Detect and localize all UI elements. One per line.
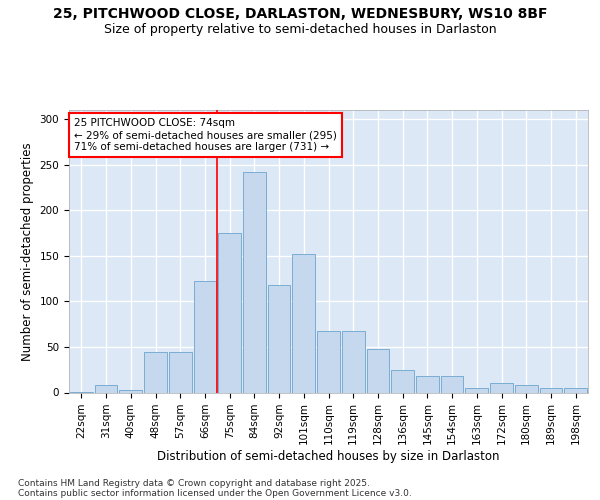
- Bar: [243, 172, 266, 392]
- Bar: [95, 385, 118, 392]
- Bar: [342, 330, 365, 392]
- Bar: [441, 376, 463, 392]
- Text: 25 PITCHWOOD CLOSE: 74sqm
← 29% of semi-detached houses are smaller (295)
71% of: 25 PITCHWOOD CLOSE: 74sqm ← 29% of semi-…: [74, 118, 337, 152]
- Bar: [367, 349, 389, 393]
- Bar: [169, 352, 191, 393]
- Y-axis label: Number of semi-detached properties: Number of semi-detached properties: [21, 142, 34, 360]
- Bar: [515, 385, 538, 392]
- Text: Contains HM Land Registry data © Crown copyright and database right 2025.: Contains HM Land Registry data © Crown c…: [18, 478, 370, 488]
- Bar: [119, 390, 142, 392]
- Text: Size of property relative to semi-detached houses in Darlaston: Size of property relative to semi-detach…: [104, 22, 496, 36]
- Bar: [292, 254, 315, 392]
- Bar: [218, 233, 241, 392]
- Text: 25, PITCHWOOD CLOSE, DARLASTON, WEDNESBURY, WS10 8BF: 25, PITCHWOOD CLOSE, DARLASTON, WEDNESBU…: [53, 8, 547, 22]
- X-axis label: Distribution of semi-detached houses by size in Darlaston: Distribution of semi-detached houses by …: [157, 450, 500, 463]
- Bar: [317, 330, 340, 392]
- Bar: [564, 388, 587, 392]
- Bar: [144, 352, 167, 393]
- Bar: [391, 370, 414, 392]
- Bar: [466, 388, 488, 392]
- Bar: [268, 285, 290, 393]
- Bar: [416, 376, 439, 392]
- Bar: [194, 282, 216, 393]
- Text: Contains public sector information licensed under the Open Government Licence v3: Contains public sector information licen…: [18, 488, 412, 498]
- Bar: [539, 388, 562, 392]
- Bar: [490, 384, 513, 392]
